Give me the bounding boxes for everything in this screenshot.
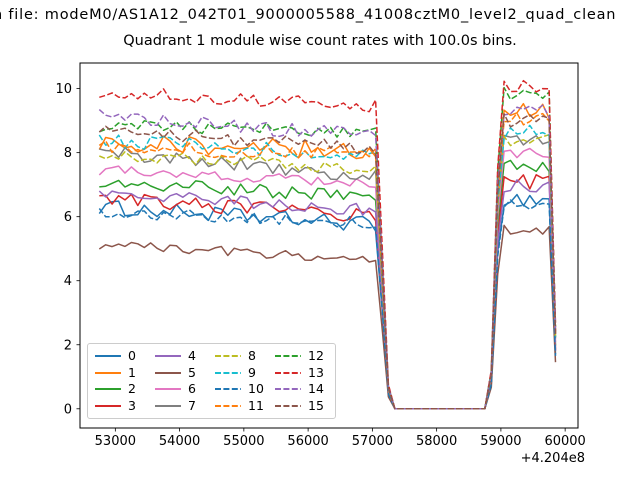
- legend-item-5: 5: [155, 365, 207, 382]
- legend-item-10: 10: [215, 381, 267, 398]
- legend-line-sample: [155, 388, 181, 391]
- legend-item-7: 7: [155, 398, 207, 415]
- legend-line-sample: [95, 355, 121, 358]
- legend-item-4: 4: [155, 348, 207, 365]
- legend-line-sample: [95, 404, 121, 407]
- legend-item-8: 8: [215, 348, 267, 365]
- y-tick-label: 2: [64, 338, 72, 353]
- legend-item-3: 3: [95, 398, 147, 415]
- x-tick-label: 56000: [287, 434, 328, 449]
- x-tick-label: 54000: [159, 434, 200, 449]
- figure-suptitle: n file: modeM0/AS1A12_042T01_9000005588_…: [0, 7, 617, 23]
- legend-line-sample: [95, 388, 121, 391]
- legend: 0 1 2 3 4 5 6 7 8 9 10 11 12 13 14 15: [87, 343, 336, 419]
- legend-item-11: 11: [215, 398, 267, 415]
- legend-line-sample: [155, 404, 181, 407]
- x-tick-label: 58000: [416, 434, 457, 449]
- legend-item-label: 2: [128, 381, 136, 396]
- legend-item-9: 9: [215, 365, 267, 382]
- legend-item-15: 15: [275, 398, 327, 415]
- y-tick-label: 0: [64, 402, 72, 417]
- x-tick-label: 60000: [544, 434, 585, 449]
- legend-item-label: 13: [308, 364, 324, 380]
- legend-item-6: 6: [155, 381, 207, 398]
- legend-line-sample: [275, 355, 301, 358]
- series-line-14: [98, 104, 557, 410]
- plot-frame: [79, 62, 579, 429]
- y-tick-label: 6: [64, 210, 72, 225]
- legend-line-sample: [155, 371, 181, 374]
- legend-line-sample: [275, 404, 301, 407]
- legend-item-1: 1: [95, 365, 147, 382]
- legend-item-0: 0: [95, 348, 147, 365]
- legend-item-label: 3: [128, 397, 136, 413]
- legend-line-sample: [215, 355, 241, 358]
- legend-item-label: 11: [248, 397, 264, 413]
- legend-item-label: 8: [248, 348, 256, 363]
- legend-item-label: 4: [188, 348, 196, 363]
- legend-item-2: 2: [95, 381, 147, 398]
- legend-line-sample: [215, 371, 241, 374]
- legend-line-sample: [275, 371, 301, 374]
- legend-line-sample: [155, 355, 181, 358]
- y-tick-label: 4: [64, 274, 72, 289]
- y-tick-label: 8: [64, 146, 72, 161]
- x-tick-label: 57000: [352, 434, 393, 449]
- x-tick-label: 53000: [95, 434, 136, 449]
- legend-item-12: 12: [275, 348, 327, 365]
- legend-item-label: 1: [128, 364, 136, 380]
- legend-item-label: 7: [188, 397, 196, 413]
- series-line-13: [99, 79, 557, 410]
- x-tick-label: 59000: [480, 434, 521, 449]
- axes-title: Quadrant 1 module wise count rates with …: [123, 33, 517, 49]
- legend-item-label: 15: [308, 397, 324, 413]
- legend-item-label: 10: [248, 381, 264, 396]
- legend-line-sample: [215, 388, 241, 391]
- axis-offset-label: +4.204e8: [521, 451, 585, 466]
- legend-item-label: 14: [308, 381, 324, 396]
- legend-line-sample: [275, 388, 301, 391]
- legend-item-label: 5: [188, 364, 196, 380]
- x-tick-label: 55000: [223, 434, 264, 449]
- y-tick-label: 10: [55, 82, 72, 97]
- legend-item-label: 6: [188, 381, 196, 396]
- legend-item-14: 14: [275, 381, 327, 398]
- series-line-11: [98, 112, 557, 410]
- legend-item-label: 9: [248, 364, 256, 380]
- legend-item-label: 12: [308, 348, 324, 363]
- series-line-9: [98, 124, 557, 410]
- legend-line-sample: [215, 404, 241, 407]
- legend-line-sample: [95, 371, 121, 374]
- legend-item-13: 13: [275, 365, 327, 382]
- legend-item-label: 0: [128, 348, 136, 363]
